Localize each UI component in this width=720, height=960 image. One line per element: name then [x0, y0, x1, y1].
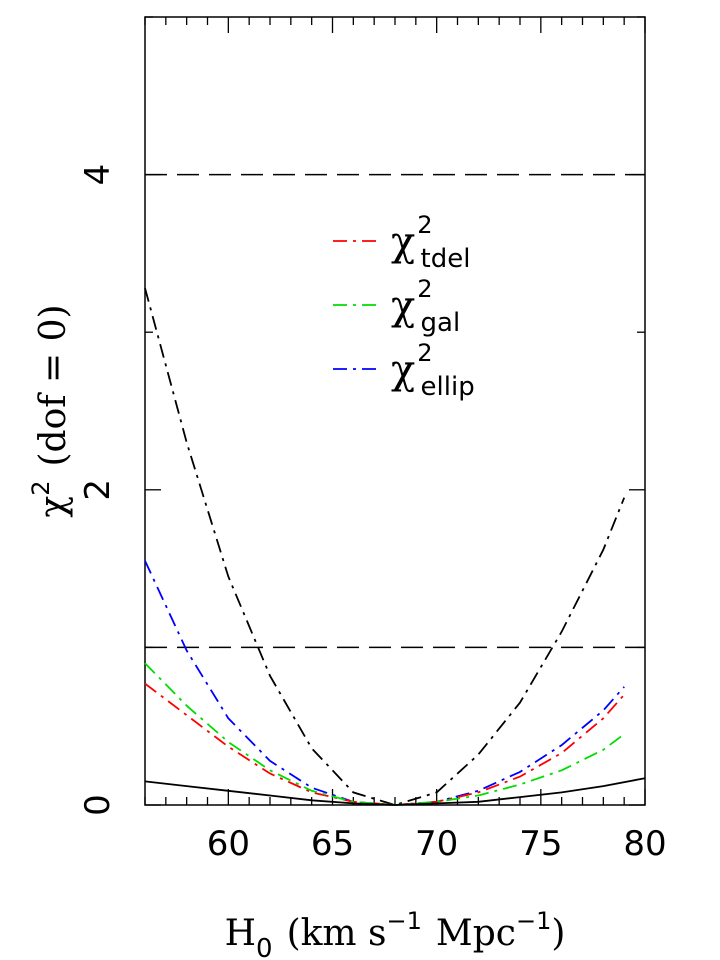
- y-tick-label: 4: [78, 164, 118, 186]
- y-tick-label: 0: [78, 794, 118, 816]
- legend-label: χ2 gal: [391, 275, 460, 338]
- x-tick-label: 70: [415, 824, 458, 864]
- series-gal: [144, 662, 625, 806]
- series-solid: [144, 777, 646, 806]
- series-tdel: [144, 682, 625, 806]
- axis-ticks: [144, 16, 646, 806]
- reference-lines: [145, 173, 645, 649]
- y-tick-label: 2: [78, 479, 118, 501]
- series-ellip: [144, 560, 625, 806]
- x-axis-title: H0 (km s−1 Mpc−1): [225, 907, 566, 960]
- x-tick-label: 65: [311, 824, 354, 864]
- tick-labels: 60 65 70 75 80 0 2 4: [78, 164, 667, 864]
- plot-frame: [144, 16, 646, 806]
- series-total-dashdot: [144, 287, 626, 806]
- y-axis-title: χ2(dof = 0): [27, 304, 74, 517]
- legend-label: χ2 ellip: [391, 339, 475, 402]
- x-tick-label: 60: [207, 824, 250, 864]
- x-tick-label: 75: [519, 824, 562, 864]
- legend-label: χ2 tdel: [391, 211, 470, 274]
- series-layer: [144, 287, 646, 806]
- x-tick-label: 80: [623, 824, 666, 864]
